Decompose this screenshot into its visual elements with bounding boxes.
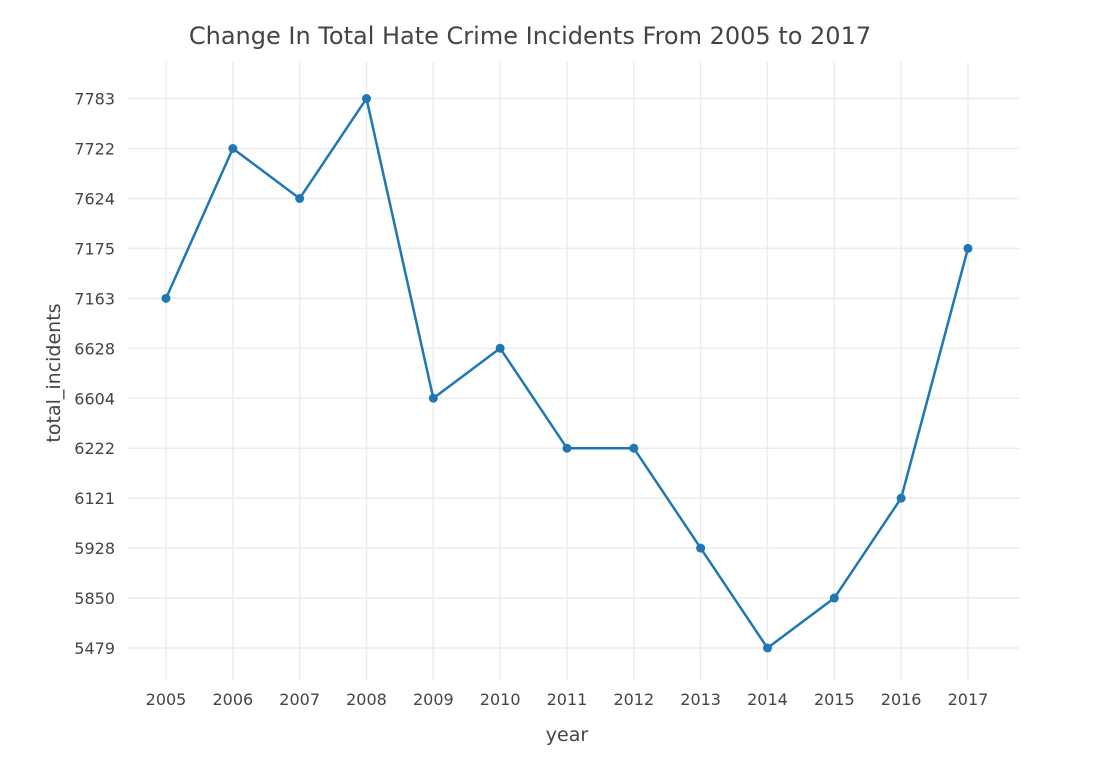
grid <box>128 62 1019 680</box>
y-axis-ticks: 5479 5850 5928 6121 6222 6604 6628 7163 7175 7624… <box>74 90 115 658</box>
y-tick-label: 7722 <box>74 140 115 159</box>
data-point[interactable] <box>762 643 772 653</box>
y-tick-label: 5479 <box>74 639 115 658</box>
data-point[interactable] <box>361 94 371 104</box>
x-axis-title: year <box>546 724 589 746</box>
x-tick-label: 2015 <box>814 690 855 709</box>
y-tick-label: 7783 <box>74 90 115 109</box>
x-tick-label: 2010 <box>480 690 521 709</box>
y-tick-label: 6628 <box>74 339 115 358</box>
data-point[interactable] <box>896 493 906 503</box>
x-tick-label: 2008 <box>346 690 387 709</box>
y-tick-label: 7163 <box>74 289 115 308</box>
x-tick-label: 2016 <box>881 690 922 709</box>
y-axis-title: total_incidents <box>43 303 65 442</box>
chart-title: Change In Total Hate Crime Incidents Fro… <box>189 22 871 50</box>
data-point[interactable] <box>161 293 171 303</box>
data-point[interactable] <box>963 243 973 253</box>
x-axis-ticks: 2005 2006 2007 2008 2009 2010 2011 2012 2013 2014… <box>146 690 989 709</box>
y-tick-label: 5850 <box>74 589 115 608</box>
y-tick-label: 6121 <box>74 489 115 508</box>
x-tick-label: 2017 <box>948 690 989 709</box>
y-tick-label: 7624 <box>74 189 115 208</box>
data-point[interactable] <box>495 343 505 353</box>
y-tick-label: 7175 <box>74 239 115 258</box>
y-tick-label: 6604 <box>74 389 115 408</box>
data-point[interactable] <box>696 543 706 553</box>
data-point[interactable] <box>428 393 438 403</box>
y-tick-label: 5928 <box>74 539 115 558</box>
x-tick-label: 2012 <box>613 690 654 709</box>
data-point[interactable] <box>829 593 839 603</box>
x-tick-label: 2006 <box>212 690 253 709</box>
x-tick-label: 2007 <box>279 690 320 709</box>
data-point[interactable] <box>228 144 238 153</box>
x-tick-label: 2011 <box>547 690 588 709</box>
x-tick-label: 2005 <box>146 690 187 709</box>
y-tick-label: 6222 <box>74 439 115 458</box>
data-point[interactable] <box>629 443 639 453</box>
x-tick-label: 2014 <box>747 690 788 709</box>
series-layer <box>161 94 973 653</box>
x-tick-label: 2009 <box>413 690 454 709</box>
x-tick-label: 2013 <box>680 690 721 709</box>
data-point[interactable] <box>562 443 572 453</box>
data-point[interactable] <box>295 193 305 203</box>
